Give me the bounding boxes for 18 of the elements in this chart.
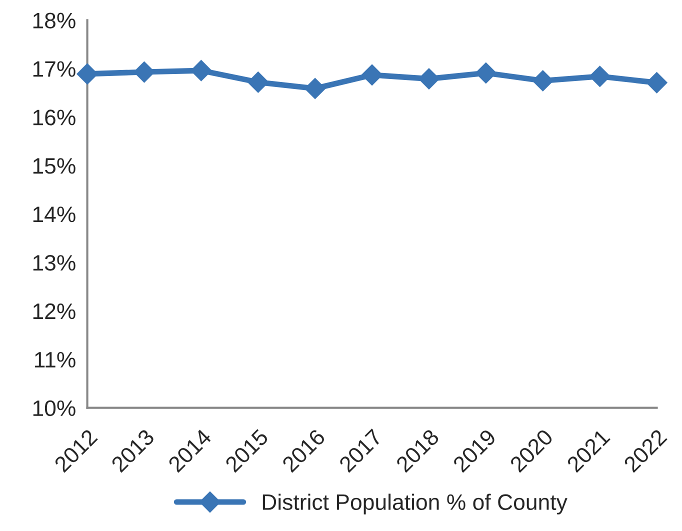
y-tick-label: 15%	[33, 158, 76, 174]
legend-label: District Population % of County	[262, 494, 568, 514]
y-tick-label: 12%	[33, 303, 76, 320]
y-tick-label: 14%	[33, 206, 76, 222]
point	[532, 70, 554, 92]
y-tick-label: 18%	[33, 12, 76, 28]
point	[589, 66, 610, 87]
point	[76, 63, 98, 84]
point	[475, 62, 496, 84]
y-tick-label: 17%	[33, 61, 76, 77]
y-tick-label: 13%	[33, 254, 76, 271]
y-tick-label: 16%	[33, 110, 76, 126]
y-tick-label: 10%	[33, 400, 76, 416]
point	[304, 78, 326, 100]
y-tick-label: 11%	[35, 352, 76, 368]
point	[362, 64, 383, 86]
point	[646, 72, 668, 94]
point	[248, 72, 269, 93]
